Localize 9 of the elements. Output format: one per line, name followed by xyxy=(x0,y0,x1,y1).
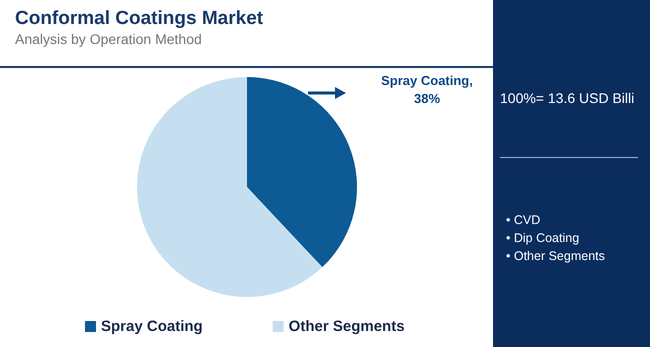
chart-title: Conformal Coatings Market xyxy=(15,8,264,29)
legend-label: Other Segments xyxy=(288,318,405,335)
text: • CVD xyxy=(506,213,540,227)
legend-label: Spray Coating xyxy=(101,318,203,335)
data-label: Spray Coating, 38% xyxy=(380,72,474,108)
text: • Other Segments xyxy=(506,249,605,263)
text: • Dip Coating xyxy=(506,231,580,245)
chart-subtitle: Analysis by Operation Method xyxy=(15,31,202,47)
text: 100%= 13.6 USD Billi xyxy=(500,90,634,106)
